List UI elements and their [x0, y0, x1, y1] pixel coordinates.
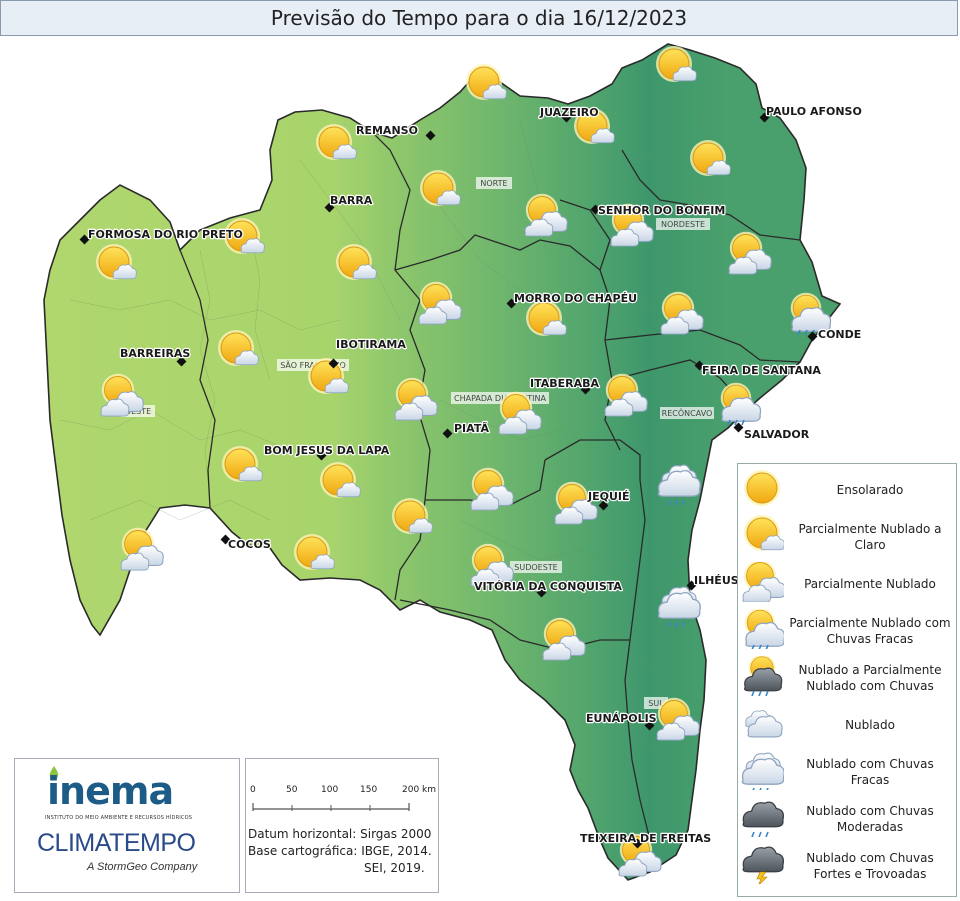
legend-item-cloudy-partly-rain: Nublado a Parcialmente Nublado com Chuva… [738, 652, 958, 704]
scale-bar [252, 803, 410, 811]
legend: Ensolarado Parcialmente Nublado a Claro … [737, 463, 957, 897]
inema-logo: inema [47, 769, 174, 813]
cloudy-moderate-rain-icon [740, 797, 784, 837]
logo-panel: inema INSTITUTO DO MEIO AMBIENTE E RECUR… [14, 758, 240, 893]
legend-item-partly-cloudy-clear: Parcialmente Nublado a Claro [738, 511, 958, 563]
city-conde: CONDE [807, 327, 862, 342]
city-jequie: JEQUIÉ [586, 489, 631, 511]
svg-text:SALVADOR: SALVADOR [744, 428, 810, 441]
partly-cloudy-icon [740, 562, 784, 602]
city-juazeiro: JUAZEIRO [538, 105, 600, 123]
city-piata: PIATÃ [442, 421, 491, 439]
svg-text:EUNÁPOLIS: EUNÁPOLIS [586, 712, 657, 725]
svg-text:FORMOSA DO RIO PRETO: FORMOSA DO RIO PRETO [88, 228, 243, 241]
svg-text:IBOTIRAMA: IBOTIRAMA [336, 338, 406, 351]
region-label-chapada-diamantina: CHAPADA DIAMANTINA [451, 392, 549, 404]
thunderstorm-icon [740, 844, 784, 884]
svg-text:MORRO DO CHAPÉU: MORRO DO CHAPÉU [514, 292, 637, 305]
region-label-sudoeste: SUDOESTE [510, 561, 562, 573]
inema-subtitle: INSTITUTO DO MEIO AMBIENTE E RECURSOS HÍ… [45, 815, 193, 821]
svg-text:CONDE: CONDE [818, 328, 861, 341]
svg-text:ILHÉUS: ILHÉUS [694, 574, 739, 587]
svg-text:ITABERABA: ITABERABA [530, 377, 600, 390]
svg-text:REMANSO: REMANSO [356, 124, 418, 137]
city-barreiras: BARREIRAS [119, 346, 192, 367]
datum-text: Datum horizontal: Sirgas 2000 [248, 827, 432, 841]
region-boundaries [179, 131, 801, 841]
map-title: Previsão do Tempo para o dia 16/12/2023 [270, 6, 688, 30]
scale-tick-200: 200 km [402, 785, 437, 795]
legend-item-partly-cloudy-light-rain: Parcialmente Nublado com Chuvas Fracas [738, 605, 958, 657]
scale-tick-0: 0 [250, 785, 256, 795]
city-feira-de-santana: FEIRA DE SANTANA [694, 360, 823, 378]
legend-item-cloudy-moderate-rain: Nublado com Chuvas Moderadas [738, 793, 958, 845]
sei-text: SEI, 2019. [364, 861, 425, 875]
svg-text:BARREIRAS: BARREIRAS [120, 347, 190, 360]
city-ibotirama: IBOTIRAMA [328, 337, 408, 369]
bahia-map: NORTE NORDESTE SÃO FRANCISCO OESTE CHAPA… [43, 43, 863, 881]
legend-item-cloudy: Nublado [738, 699, 958, 751]
stormgeo-tagline: A StormGeo Company [87, 861, 198, 873]
city-salvador: SALVADOR [733, 422, 811, 442]
city-paulo-afonso: PAULO AFONSO [759, 104, 863, 123]
city-cocos: COCOS [220, 534, 272, 552]
region-label-reconcavo: RECÔNCAVO [660, 407, 714, 419]
city-barra: BARRA [324, 193, 374, 213]
svg-text:SUL: SUL [648, 699, 664, 708]
forecast-icon-30 [121, 528, 163, 570]
svg-text:RECÔNCAVO: RECÔNCAVO [662, 407, 713, 418]
svg-text:NORTE: NORTE [480, 179, 507, 188]
region-label-norte: NORTE [476, 177, 512, 189]
forecast-icon-1 [466, 64, 506, 100]
svg-text:PAULO AFONSO: PAULO AFONSO [766, 105, 862, 118]
city-bom-jesus-da-lapa: BOM JESUS DA LAPA [263, 443, 391, 461]
svg-text:BOM JESUS DA LAPA: BOM JESUS DA LAPA [264, 444, 390, 457]
legend-item-cloudy-light-rain: Nublado com Chuvas Fracas [738, 746, 958, 798]
scale-tick-150: 150 [360, 785, 378, 795]
svg-text:PIATÃ: PIATÃ [454, 422, 489, 435]
city-morro-do-chapeu: MORRO DO CHAPÉU [506, 291, 638, 309]
city-markers: REMANSO JUAZEIRO PAULO AFONSO BARRA SENH… [79, 104, 863, 849]
city-remanso: REMANSO [355, 123, 436, 141]
svg-text:SENHOR DO BONFIM: SENHOR DO BONFIM [598, 204, 725, 217]
svg-text:JEQUIÉ: JEQUIÉ [587, 490, 630, 503]
legend-item-partly-cloudy: Parcialmente Nublado [738, 558, 958, 610]
municipal-boundaries [59, 89, 761, 761]
cloudy-light-rain-icon [740, 750, 784, 790]
svg-text:COCOS: COCOS [228, 538, 271, 551]
cloudy-partly-rain-icon [740, 656, 784, 696]
svg-text:SUDOESTE: SUDOESTE [514, 563, 557, 572]
svg-text:NORDESTE: NORDESTE [661, 220, 705, 229]
scale-panel: 0 50 100 150 200 km Datum horizontal: Si… [245, 758, 439, 893]
partly-cloudy-light-rain-icon [740, 609, 784, 649]
sunny-icon [740, 468, 784, 508]
city-teixeira-de-freitas: TEIXEIRA DE FREITAS [579, 831, 712, 849]
legend-item-sunny: Ensolarado [738, 464, 958, 516]
title-bar: Previsão do Tempo para o dia 16/12/2023 [0, 0, 958, 36]
partly-cloudy-clear-icon [740, 515, 784, 555]
city-vitoria-da-conquista: VITÓRIA DA CONQUISTA [473, 579, 624, 598]
city-senhor-do-bonfim: SENHOR DO BONFIM [590, 203, 727, 218]
city-eunapolis: EUNÁPOLIS [585, 711, 658, 731]
climatempo-logo: CLIMATEMPO [37, 829, 196, 857]
svg-text:JUAZEIRO: JUAZEIRO [539, 106, 599, 119]
svg-text:FEIRA DE SANTANA: FEIRA DE SANTANA [702, 364, 821, 377]
svg-text:CHAPADA DIAMANTINA: CHAPADA DIAMANTINA [454, 394, 546, 403]
city-formosa-do-rio-preto: FORMOSA DO RIO PRETO [79, 227, 244, 245]
scale-tick-100: 100 [321, 785, 339, 795]
scale-tick-50: 50 [286, 785, 298, 795]
legend-item-thunderstorm: Nublado com Chuvas Fortes e Trovoadas [738, 840, 958, 892]
city-itaberaba: ITABERABA [529, 376, 601, 395]
region-label-nordeste: NORDESTE [656, 218, 710, 230]
cloudy-icon [740, 703, 784, 743]
base-text: Base cartográfica: IBGE, 2014. [248, 844, 432, 858]
city-ilheus: ILHÉUS [686, 573, 740, 591]
svg-text:BARRA: BARRA [330, 194, 373, 207]
svg-text:TEIXEIRA DE FREITAS: TEIXEIRA DE FREITAS [580, 832, 711, 845]
svg-text:VITÓRIA DA CONQUISTA: VITÓRIA DA CONQUISTA [474, 580, 622, 593]
inema-drop-icon [49, 766, 59, 780]
